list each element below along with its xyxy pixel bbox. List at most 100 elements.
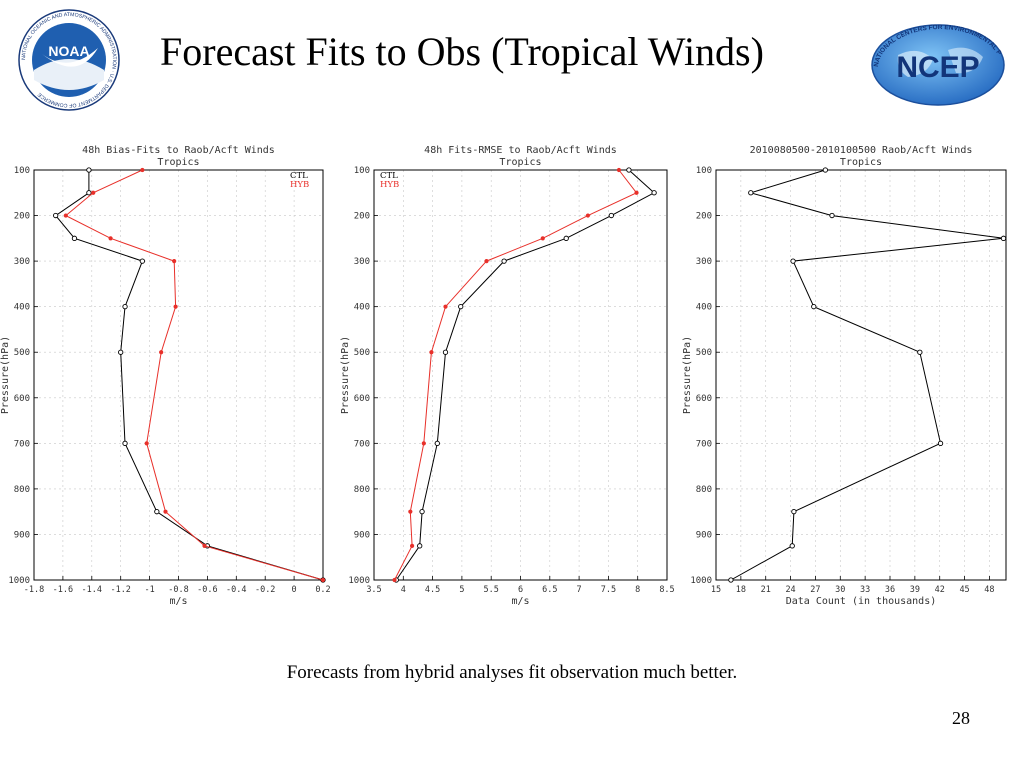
x-tick-label: 48 [984, 585, 994, 595]
data-point-ctl [417, 543, 423, 549]
data-point-count [728, 577, 734, 583]
legend-hyb: HYB [290, 180, 309, 190]
data-point-ctl [434, 440, 440, 446]
data-point-hyb [173, 304, 178, 309]
y-tick-label: 900 [354, 530, 370, 540]
x-tick-label: 0 [292, 585, 297, 595]
x-tick-label: 7.5 [601, 585, 616, 595]
y-tick-label: 500 [14, 348, 30, 358]
x-tick-label: 33 [860, 585, 870, 595]
y-tick-label: 1000 [690, 576, 712, 586]
data-point-ctl [71, 235, 78, 241]
y-tick-label: 1000 [348, 576, 370, 586]
data-point-hyb [320, 577, 326, 583]
y-axis-label: Pressure(hPa) [682, 336, 693, 414]
ncep-center-text: NCEP [896, 51, 979, 84]
data-point-hyb [585, 213, 590, 218]
chart-panels: 48h Bias-Fits to Raob/Acft WindsTropics-… [0, 145, 1007, 607]
data-point-count [917, 349, 923, 355]
chart-subtitle: Tropics [499, 157, 541, 168]
x-tick-label: 27 [810, 585, 820, 595]
x-tick-label: 0.2 [315, 585, 330, 595]
x-tick-label: -0.2 [255, 585, 275, 595]
x-tick-label: 3.5 [366, 585, 381, 595]
series-line-hyb [64, 169, 324, 581]
ncep-logo: NCEP NATIONAL CENTERS FOR ENVIRONMENTAL … [855, 10, 1018, 107]
data-point-count [1000, 235, 1007, 241]
data-point-ctl [118, 349, 124, 355]
x-tick-label: -1.6 [53, 585, 73, 595]
data-point-hyb [202, 543, 207, 548]
noaa-logo: NOAA NATIONAL OCEANIC AND ATMOSPHERIC AD… [12, 8, 126, 112]
y-tick-label: 1000 [8, 576, 30, 586]
x-tick-label: 42 [935, 585, 945, 595]
data-point-hyb [63, 213, 68, 218]
y-tick-label: 700 [696, 439, 712, 449]
y-tick-label: 600 [14, 394, 30, 404]
series-line-ctl [395, 169, 655, 581]
data-point-hyb [392, 577, 397, 583]
y-tick-label: 800 [696, 485, 712, 495]
x-tick-label: 18 [736, 585, 746, 595]
noaa-center-text: NOAA [48, 43, 89, 59]
x-tick-label: 6 [518, 585, 523, 595]
data-point-hyb [108, 236, 113, 241]
series-line-ctl [54, 170, 324, 581]
x-tick-label: 5 [459, 585, 464, 595]
chart-panel-3: 2010080500-2010100500 Raob/Acft WindsTro… [682, 145, 1007, 607]
data-point-ctl [122, 440, 128, 446]
data-point-ctl [608, 212, 614, 219]
data-point-hyb [159, 350, 164, 355]
data-point-ctl [563, 235, 569, 241]
y-tick-label: 300 [696, 257, 712, 267]
data-point-hyb [616, 167, 622, 173]
series-line-count [730, 169, 1004, 581]
x-tick-label: 39 [910, 585, 920, 595]
data-point-hyb [172, 259, 177, 264]
data-point-count [791, 509, 797, 515]
legend-hyb: HYB [380, 180, 399, 190]
y-tick-label: 300 [14, 257, 30, 267]
data-point-ctl [458, 304, 464, 310]
data-point-count [811, 304, 817, 310]
chart-title: 48h Bias-Fits to Raob/Acft Winds [82, 145, 275, 156]
chart-title: 2010080500-2010100500 Raob/Acft Winds [750, 145, 973, 156]
x-tick-label: -1.4 [82, 585, 102, 595]
x-tick-label: -0.4 [226, 585, 246, 595]
chart-subtitle: Tropics [157, 157, 199, 168]
x-tick-label: 30 [835, 585, 845, 595]
y-tick-label: 200 [14, 212, 30, 222]
data-point-ctl [419, 509, 425, 515]
data-point-hyb [443, 304, 448, 309]
y-tick-label: 200 [354, 212, 370, 222]
page-number: 28 [952, 708, 970, 728]
x-tick-label: 4.5 [425, 585, 440, 595]
data-point-hyb [634, 190, 639, 195]
data-point-count [829, 212, 835, 219]
data-point-hyb [421, 441, 426, 446]
data-point-ctl [122, 304, 128, 310]
y-tick-label: 300 [354, 257, 370, 267]
data-point-hyb [144, 441, 149, 446]
data-point-ctl [651, 190, 657, 196]
x-tick-label: -0.6 [197, 585, 217, 595]
x-tick-label: 24 [785, 585, 795, 595]
x-tick-label: 5.5 [484, 585, 499, 595]
series-line-hyb [394, 169, 638, 581]
x-tick-label: 8.5 [659, 585, 674, 595]
data-point-count [748, 190, 754, 196]
legend-ctl: CTL [380, 171, 398, 181]
x-tick-label: 8 [635, 585, 640, 595]
data-point-ctl [501, 258, 507, 264]
x-tick-label: 4 [401, 585, 406, 595]
y-tick-label: 700 [14, 439, 30, 449]
x-tick-label: 15 [711, 585, 721, 595]
x-tick-label: 36 [885, 585, 895, 595]
x-axis-label: m/s [511, 596, 529, 607]
x-tick-label: -1 [144, 585, 154, 595]
y-axis-label: Pressure(hPa) [0, 336, 11, 414]
slide-caption: Forecasts from hybrid analyses fit obser… [286, 662, 738, 683]
data-point-hyb [484, 259, 489, 264]
y-tick-label: 500 [696, 348, 712, 358]
